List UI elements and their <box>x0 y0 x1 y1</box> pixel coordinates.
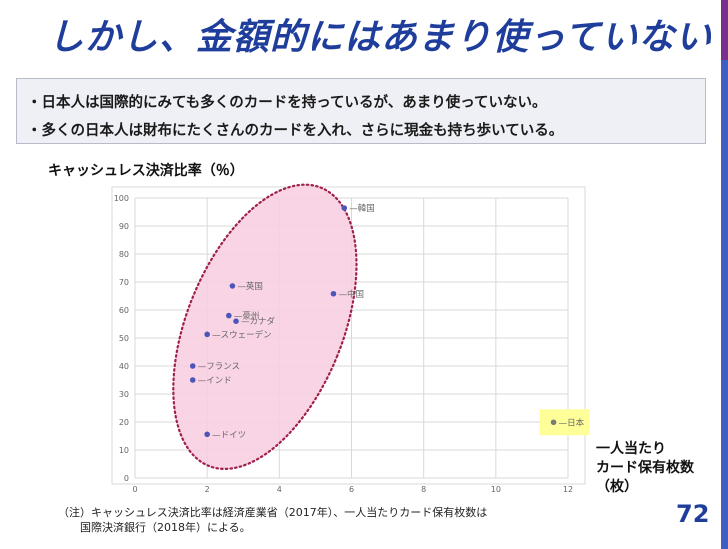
y-tick-label: 0 <box>124 474 129 483</box>
note-line-1: （注）キャッシュレス決済比率は経済産業省（2017年）、一人当たりカード保有枚数… <box>58 506 488 519</box>
data-point <box>204 431 210 438</box>
data-point <box>330 290 337 297</box>
x-tick-label: 2 <box>205 485 210 494</box>
data-point <box>189 363 196 369</box>
x-tick-label: 4 <box>277 485 282 494</box>
x-axis-title-line3: （枚） <box>596 479 638 495</box>
right-edge-accent <box>721 0 728 60</box>
y-tick-label: 10 <box>119 446 129 455</box>
data-point-label: —韓国 <box>349 203 375 214</box>
data-point <box>233 318 239 325</box>
data-point-label: —中国 <box>338 289 364 300</box>
y-tick-label: 20 <box>119 418 129 427</box>
slide-title: しかし、金額的にはあまり使っていない <box>48 17 713 58</box>
y-tick-label: 50 <box>119 334 129 343</box>
x-tick-label: 6 <box>349 485 354 494</box>
y-tick-label: 90 <box>119 222 129 231</box>
data-point-label: —カナダ <box>241 316 276 327</box>
bullet-1: ・日本人は国際的にみても多くのカードを持っているが、あまり使っていない。 <box>27 95 547 111</box>
japan-highlight <box>539 409 590 436</box>
y-tick-label: 100 <box>114 194 129 203</box>
x-tick-label: 10 <box>491 485 501 494</box>
data-point-label: —日本 <box>559 417 585 428</box>
data-point <box>226 312 232 319</box>
data-point <box>204 331 210 338</box>
data-point-label: —インド <box>198 376 232 386</box>
x-axis-title-line2: カード保有枚数 <box>596 460 694 476</box>
y-tick-label: 60 <box>119 306 129 315</box>
chart-title: キャッシュレス決済比率（％） <box>48 163 244 179</box>
y-tick-label: 70 <box>119 278 129 287</box>
data-point <box>189 377 196 383</box>
data-point <box>229 283 236 289</box>
data-point-label: —ドイツ <box>212 430 246 440</box>
x-tick-label: 12 <box>563 485 573 494</box>
note-line-2: 国際決済銀行（2018年）による。 <box>80 521 251 534</box>
x-tick-label: 0 <box>132 485 137 494</box>
bullet-box: ・日本人は国際的にみても多くのカードを持っているが、あまり使っていない。 ・多く… <box>16 78 706 144</box>
data-point <box>550 419 557 426</box>
y-tick-label: 40 <box>119 362 129 371</box>
x-tick-label: 8 <box>421 485 426 494</box>
x-axis-title: 一人当たり カード保有枚数 （枚） <box>596 440 694 497</box>
data-points: —韓国 —英国 —中国 —豪州—カナダ —スウェーデン —フランス —インド —日本 —ドイツ <box>189 203 585 440</box>
y-tick-label: 30 <box>119 390 129 399</box>
data-point-label: —英国 <box>237 281 263 292</box>
axis-ticks: 0 10 20 30 40 50 60 70 80 90 100 0 2 4 6 8 10 12 <box>114 194 573 494</box>
bullet-2: ・多くの日本人は財布にたくさんのカードを入れ、さらに現金も持ち歩いている。 <box>27 123 564 139</box>
y-tick-label: 80 <box>119 250 129 259</box>
cluster-ellipse <box>172 183 358 471</box>
right-edge-bar <box>721 0 728 549</box>
data-point-label: —豪州 <box>234 311 260 322</box>
page-number: 72 <box>676 500 710 528</box>
data-point <box>341 205 348 211</box>
data-point-label: —スウェーデン <box>212 329 272 340</box>
data-point-label: —フランス <box>198 362 240 372</box>
x-axis-title-line1: 一人当たり <box>596 441 666 457</box>
source-note: （注）キャッシュレス決済比率は経済産業省（2017年）、一人当たりカード保有枚数… <box>58 505 487 535</box>
